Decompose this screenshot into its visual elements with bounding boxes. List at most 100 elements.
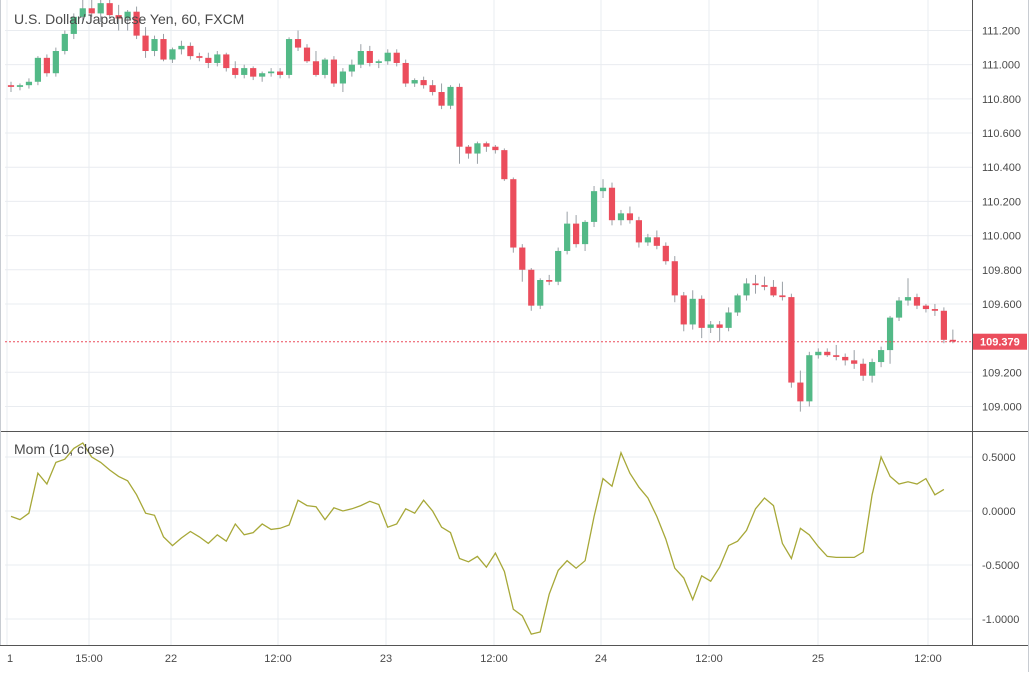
candle-down xyxy=(528,269,535,306)
price-tick-label: 109.800 xyxy=(982,265,1022,277)
candle-up xyxy=(339,71,346,84)
candle-down xyxy=(312,61,320,75)
momentum-layer xyxy=(10,442,945,635)
candle-down xyxy=(88,8,95,14)
candle-down xyxy=(250,68,257,77)
candle-down xyxy=(931,309,939,311)
candle-down xyxy=(608,187,616,221)
candle-up xyxy=(590,191,598,222)
candle-up xyxy=(895,300,903,318)
candle-down xyxy=(761,285,768,287)
candle-down xyxy=(492,146,499,151)
candle-up xyxy=(285,39,293,75)
candle-up xyxy=(34,57,42,82)
momentum-tick-label: -1.0000 xyxy=(982,614,1019,626)
candle-up xyxy=(537,280,544,306)
candle-down xyxy=(501,150,508,180)
price-tick-label: 110.600 xyxy=(982,128,1021,140)
x-tick-label: 23 xyxy=(380,653,392,665)
indicator-title: Mom (10, close) xyxy=(14,441,115,457)
candle-up xyxy=(581,221,589,245)
momentum-tick-label: 0.0000 xyxy=(982,506,1016,518)
candle-up xyxy=(564,223,571,251)
candle-down xyxy=(7,85,15,87)
candle-up xyxy=(178,45,185,50)
candle-up xyxy=(474,143,481,154)
candle-up xyxy=(241,68,248,75)
candle-up xyxy=(97,3,104,14)
candle-down xyxy=(913,297,921,306)
momentum-series-line xyxy=(10,442,945,635)
candle-down xyxy=(366,51,373,63)
candle-up xyxy=(384,52,391,62)
candle-down xyxy=(196,56,203,58)
candle-up xyxy=(357,51,364,65)
grid-layer xyxy=(5,0,972,645)
current-price-label-bg xyxy=(973,333,1027,350)
x-tick-label: 24 xyxy=(595,653,607,665)
candle-up xyxy=(725,312,732,328)
candle-down xyxy=(626,213,634,221)
candle-down xyxy=(294,39,302,48)
candle-down xyxy=(573,223,580,245)
candle-up xyxy=(447,86,454,106)
candle-down xyxy=(752,283,759,286)
candle-down xyxy=(662,245,669,262)
momentum-tick-label: -0.5000 xyxy=(982,560,1019,572)
candle-down xyxy=(635,220,642,243)
price-tick-label: 109.000 xyxy=(982,401,1022,413)
candle-up xyxy=(734,295,741,313)
candle-up xyxy=(375,61,382,63)
candle-up xyxy=(61,33,68,52)
x-tick-label: 12:00 xyxy=(914,653,942,665)
candle-down xyxy=(106,3,113,16)
candle-down xyxy=(671,261,678,296)
price-tick-label: 110.400 xyxy=(982,162,1021,174)
candle-up xyxy=(79,8,86,17)
candle-layer xyxy=(5,0,972,412)
candle-down xyxy=(43,57,50,74)
candle-down xyxy=(860,363,867,376)
candle-down xyxy=(465,146,472,154)
candle-down xyxy=(922,305,930,310)
candle-up xyxy=(815,351,822,356)
candle-down xyxy=(420,80,427,86)
candle-down xyxy=(833,355,840,357)
candle-up xyxy=(743,283,750,296)
candle-down xyxy=(429,85,436,93)
candle-down xyxy=(456,86,463,147)
candle-down xyxy=(824,351,831,356)
candle-down xyxy=(232,68,239,75)
candle-up xyxy=(617,213,625,221)
candle-up xyxy=(214,54,221,63)
candle-down xyxy=(303,47,311,62)
candle-down xyxy=(788,297,795,383)
candle-up xyxy=(411,80,418,84)
price-tick-label: 111.200 xyxy=(982,26,1020,38)
candle-up xyxy=(25,81,33,86)
candle-down xyxy=(680,295,687,325)
candle-down xyxy=(716,324,723,328)
current-price-label: 109.379 xyxy=(980,337,1020,349)
candle-down xyxy=(438,92,445,106)
momentum-tick-label: 0.5000 xyxy=(982,452,1016,464)
candle-down xyxy=(133,11,140,36)
candle-up xyxy=(124,11,131,19)
price-tick-label: 110.800 xyxy=(982,94,1021,106)
candle-up xyxy=(599,187,607,192)
price-tick-label: 109.600 xyxy=(982,299,1022,311)
candle-down xyxy=(205,57,212,63)
candle-down xyxy=(842,356,849,361)
candle-down xyxy=(698,298,705,328)
candle-down xyxy=(510,179,517,248)
candle-up xyxy=(151,39,158,52)
candle-down xyxy=(330,59,338,84)
candle-up xyxy=(16,85,24,87)
x-tick-label: 1 xyxy=(7,653,13,665)
x-tick-label: 22 xyxy=(165,653,177,665)
candle-up xyxy=(169,49,176,60)
candle-down xyxy=(851,360,858,364)
candle-down xyxy=(949,339,956,342)
